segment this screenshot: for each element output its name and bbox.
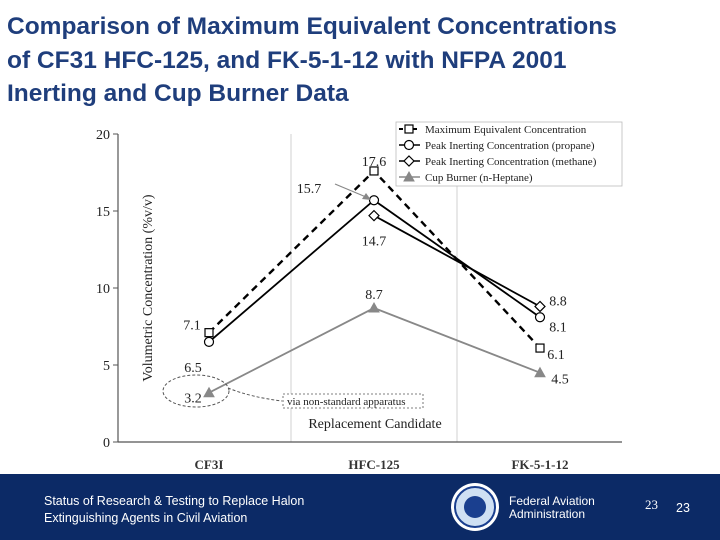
page-number-primary: 23 (645, 497, 658, 512)
legend-box (395, 121, 623, 187)
x-tick-label-1: CF3I (195, 457, 224, 472)
data-point-s2-1 (203, 336, 215, 347)
data-label-s1-1: 7.1 (183, 319, 201, 334)
series-line-3 (373, 214, 541, 308)
annotation-connector (227, 387, 283, 402)
data-label-s4-1: 3.2 (184, 392, 202, 407)
data-label-s4-2: 8.7 (365, 288, 383, 303)
data-label-s1-3: 6.1 (547, 348, 565, 363)
data-point-s2-3 (534, 312, 546, 323)
annotation-box (282, 393, 424, 409)
legend-marker-4 (403, 170, 415, 182)
data-point-s1-1 (204, 328, 214, 338)
legend-label-4: Cup Burner (n-Heptane) (425, 172, 533, 184)
legend-label-2: Peak Inerting Concentration (propane) (425, 140, 595, 152)
y-axis-label: Volumetric Concentration (%v/v) (141, 194, 156, 381)
agency-name-line-1: Federal Aviation (509, 494, 595, 508)
page-number-secondary: 23 (676, 501, 690, 515)
y-tick-label-15: 15 (96, 205, 110, 220)
data-point-s2-2 (368, 195, 380, 206)
legend-label-1: Maximum Equivalent Concentration (425, 124, 587, 136)
data-label-s3-3: 8.8 (549, 294, 567, 309)
x-tick-label-2: HFC-125 (348, 457, 400, 472)
series-line-4 (208, 307, 541, 394)
faa-seal-logo (451, 483, 499, 531)
data-label-s2-1: 6.5 (184, 361, 202, 376)
annotation-arrow-head (362, 193, 371, 200)
slide-title-line-2: of CF31 HFC-125, and FK-5-1-12 with NFPA… (7, 46, 567, 74)
slide-title: Comparison of Maximum Equivalent Concent… (7, 10, 715, 111)
data-label-s2-3: 8.1 (549, 320, 567, 335)
faa-seal-core (464, 496, 486, 518)
data-point-s3-3 (534, 300, 546, 313)
data-point-s1-3 (535, 343, 545, 353)
annotation-arrow-line (334, 183, 367, 198)
slide-title-line-3: Inerting and Cup Burner Data (7, 80, 349, 107)
data-point-s1-2 (369, 166, 379, 176)
data-label-s4-3: 4.5 (551, 373, 569, 388)
y-tick-label-20: 20 (96, 128, 110, 143)
slide-title-line-1: Comparison of Maximum Equivalent Concent… (7, 13, 617, 40)
footer-caption: Status of Research & Testing to Replace … (44, 493, 404, 527)
legend-marker-1 (404, 124, 414, 134)
legend-marker-3 (403, 155, 415, 167)
footer-caption-line-2: Extinguishing Agents in Civil Aviation (44, 511, 248, 525)
series-line-2 (208, 199, 541, 343)
x-axis-label: Replacement Candidate (308, 417, 441, 432)
data-label-s1-2: 17.6 (362, 155, 387, 170)
concentration-line-chart: 0 5 10 15 20 Volumetric Concentration (%v/v) C… (96, 121, 623, 472)
data-label-s2-2: 15.7 (297, 182, 322, 197)
agency-name: Federal Aviation Administration (509, 495, 629, 521)
data-label-s3-2: 14.7 (362, 235, 387, 250)
x-tick-label-3: FK-5-1-12 (511, 457, 568, 472)
data-point-s4-2 (368, 301, 380, 313)
annotation-ellipse (162, 374, 230, 408)
data-point-s4-3 (534, 366, 546, 378)
y-tick-label-5: 5 (103, 359, 110, 374)
legend-marker-2 (403, 139, 415, 151)
annotation-text: via non-standard apparatus (287, 396, 406, 408)
footer-caption-line-1: Status of Research & Testing to Replace … (44, 494, 305, 508)
data-point-s3-2 (368, 209, 380, 222)
y-tick-label-10: 10 (96, 282, 110, 297)
data-point-s4-1 (203, 386, 215, 398)
footer-bar: Status of Research & Testing to Replace … (0, 474, 720, 540)
agency-name-line-2: Administration (509, 507, 586, 521)
legend-label-3: Peak Inerting Concentration (methane) (425, 156, 597, 168)
y-tick-label-0: 0 (103, 436, 110, 451)
